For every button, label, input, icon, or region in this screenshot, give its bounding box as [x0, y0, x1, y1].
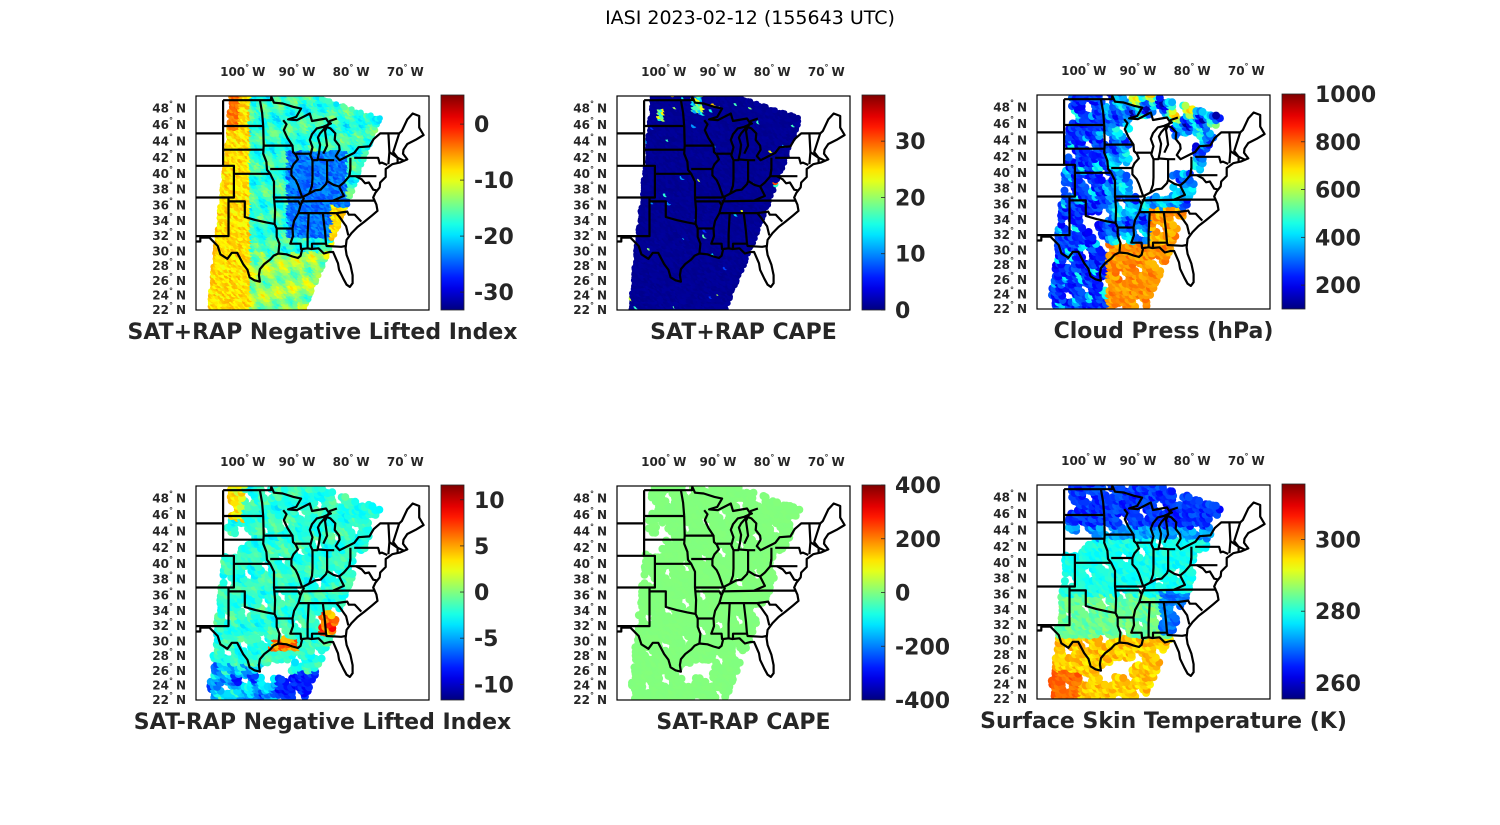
colorbar-tick-label: -10	[474, 169, 514, 194]
state-border	[298, 210, 363, 223]
panel-title: SAT+RAP Negative Lifted Index	[127, 320, 518, 345]
state-border	[322, 117, 338, 155]
colorbar-tick-label: -20	[474, 225, 514, 250]
state-border	[262, 125, 281, 254]
us-coastline	[196, 96, 425, 288]
colorbar-tick-label: -30	[474, 281, 514, 306]
y-tick-label: 28° N	[152, 257, 186, 273]
colorbar	[440, 94, 465, 311]
y-tick-label: 44° N	[152, 133, 186, 149]
state-border	[317, 158, 335, 162]
y-tick-label: 36° N	[152, 196, 186, 212]
y-tick-label: 32° N	[152, 227, 186, 243]
y-tick-label: 38° N	[152, 181, 186, 197]
map-chart: 100° W 90° W 80° W 70° W 48° N46° N44° N42° N40° N38°…	[152, 63, 514, 317]
data-point	[376, 115, 383, 122]
y-tick-label: 42° N	[152, 149, 186, 165]
panel-sat-rap-cape: 100° W 90° W 80° W 70° W 48° N 46° N 44° N 42° N 40° N 38°…	[421, 40, 925, 345]
state-border	[388, 151, 406, 163]
data-point	[348, 106, 355, 113]
panel-sat-rap-negative-lifted-index: 100° W 90° W 80° W 70° W 48° N 46° N 44° N 42° N 40° N 38°…	[0, 40, 518, 345]
data-point	[326, 98, 333, 105]
state-border	[300, 199, 376, 203]
state-border	[196, 100, 235, 238]
y-tick-label: 40° N	[152, 165, 186, 181]
y-tick-label: 48° N	[152, 100, 186, 116]
y-tick-label: 46° N	[152, 116, 186, 132]
state-border	[355, 175, 378, 192]
state-border	[387, 133, 391, 165]
colorbar-tick-label: 0	[474, 113, 489, 138]
data-point	[367, 112, 374, 119]
data-point	[287, 96, 294, 99]
x-tick-label: 80° W	[333, 63, 370, 79]
y-tick-label: 24° N	[152, 287, 186, 303]
y-tick-label: 30° N	[152, 242, 186, 258]
state-border	[354, 156, 388, 167]
state-border	[335, 212, 350, 236]
map-frame	[195, 95, 430, 311]
state-border	[228, 200, 275, 225]
state-border	[308, 160, 314, 194]
x-tick-label: 70° W	[387, 63, 424, 79]
state-border	[306, 213, 310, 249]
x-tick-label: 90° W	[278, 63, 315, 79]
figure-title: IASI 2023-02-12 (155643 UTC)	[605, 7, 895, 29]
state-border	[258, 100, 265, 127]
data-point	[341, 104, 348, 111]
state-border	[274, 200, 302, 206]
data-point	[333, 101, 340, 108]
y-tick-label: 26° N	[152, 272, 186, 288]
data-point	[318, 96, 325, 102]
y-tick-label: 34° N	[152, 212, 186, 228]
y-tick-label: 22° N	[152, 301, 186, 317]
state-borders	[196, 96, 425, 288]
state-border	[282, 119, 305, 250]
map-chart: 100° W 90° W 80° W 70° W48° N46° N44° N42° N40° N38°…	[573, 63, 925, 324]
data-point	[357, 109, 364, 116]
state-border	[338, 168, 352, 188]
state-border	[324, 243, 346, 248]
x-tick-label: 100° W	[220, 63, 265, 79]
